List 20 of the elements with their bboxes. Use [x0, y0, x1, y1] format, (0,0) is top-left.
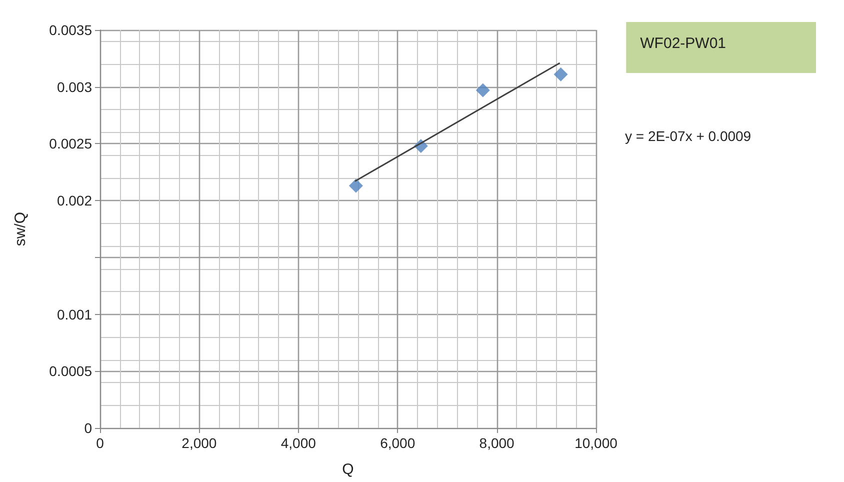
point [554, 67, 568, 82]
x-axis-title: Q [342, 461, 354, 478]
point [476, 83, 490, 98]
x-tick-label: 8,000 [479, 435, 515, 451]
text: y = 2E-07x + 0.0009 [625, 128, 752, 144]
x-tick-label: 6,000 [380, 435, 416, 451]
y-tick-label: 0.0035 [49, 22, 92, 38]
y-tick-label: 0.0025 [49, 136, 92, 152]
x-tick-label: 10,000 [574, 435, 618, 451]
y-tick-label: 0 [84, 420, 92, 436]
x-tick-label: 2,000 [182, 435, 217, 451]
y-tick-label: 0.001 [56, 306, 92, 322]
point [348, 178, 363, 193]
y-axis-title: sw/Q [12, 212, 29, 246]
y-tick-label: 0.0005 [49, 363, 92, 380]
x-tick-label: 4,000 [280, 435, 316, 451]
y-tick-label: 0.003 [56, 78, 92, 95]
text: WF02-PW01 [640, 35, 726, 52]
y-tick-label: 0.002 [56, 192, 92, 209]
x-tick-label: 0 [96, 435, 104, 451]
